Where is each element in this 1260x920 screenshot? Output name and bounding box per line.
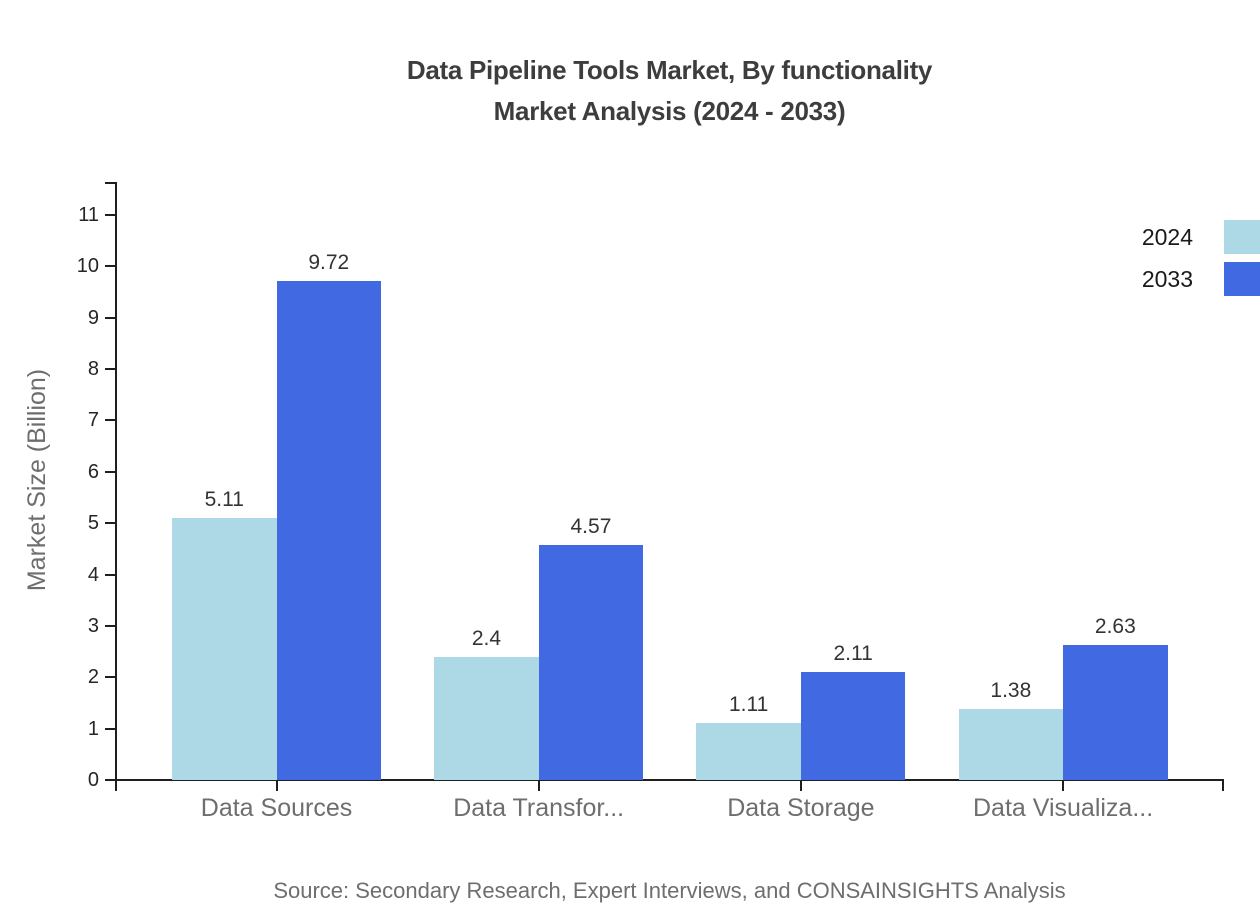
bar-2024-2 <box>696 722 801 780</box>
y-axis-tick <box>105 316 115 319</box>
bar-value-label: 9.72 <box>308 250 350 274</box>
y-axis-tick <box>105 368 115 371</box>
y-axis-tick <box>105 419 115 422</box>
bar-2033-2 <box>800 671 906 780</box>
chart-title-line1: Data Pipeline Tools Market, By functiona… <box>406 55 933 85</box>
y-axis-tick <box>105 470 115 473</box>
bar-2024-3 <box>958 709 1064 780</box>
x-category-label: Data Storage <box>727 794 875 822</box>
bar-value-label: 1.38 <box>990 679 1032 703</box>
y-axis-tick-label: 1 <box>87 717 99 740</box>
y-axis-tick <box>105 214 115 217</box>
bar-value-label: 2.11 <box>833 641 873 665</box>
y-axis-tick <box>105 676 115 679</box>
y-axis-tick <box>105 727 115 730</box>
y-axis-tick <box>105 779 115 781</box>
bar-value-label: 5.11 <box>204 487 244 511</box>
bar-value-label: 4.57 <box>570 515 612 539</box>
x-axis-tick <box>275 779 278 791</box>
x-axis-tick <box>537 779 540 791</box>
x-category-label: Data Transfor... <box>453 794 625 822</box>
y-axis-end-tick <box>105 182 115 184</box>
x-category-label: Data Visualiza... <box>972 794 1154 822</box>
y-axis-tick-label: 11 <box>78 204 99 227</box>
bar-2024-1 <box>434 656 539 780</box>
bar-2033-1 <box>538 545 644 780</box>
bar-value-label: 2.4 <box>471 626 502 650</box>
x-category-label: Data Sources <box>200 794 353 822</box>
x-axis-tick <box>799 779 802 791</box>
y-axis-tick <box>105 522 115 525</box>
y-axis-tick <box>105 265 115 268</box>
x-axis-tick <box>1062 779 1065 791</box>
y-axis-tick-label: 10 <box>76 255 99 278</box>
chart-title-line2: Market Analysis (2024 - 2033) <box>493 96 846 126</box>
y-axis-line <box>115 182 117 781</box>
x-axis-end-tick <box>1222 779 1224 791</box>
y-axis-tick-label: 5 <box>87 512 99 535</box>
legend-label-2024: 2024 <box>1141 224 1193 250</box>
y-axis-tick <box>105 573 115 576</box>
legend-swatch-2033 <box>1224 262 1260 296</box>
bar-value-label: 2.63 <box>1094 614 1136 638</box>
legend-label-2033: 2033 <box>1141 266 1193 292</box>
y-axis-tick-label: 6 <box>87 460 99 483</box>
source-note: Source: Secondary Research, Expert Inter… <box>273 878 1066 903</box>
y-axis-tick-label: 8 <box>87 358 99 381</box>
legend-swatch-2024 <box>1224 220 1260 254</box>
y-axis-tick <box>105 624 115 627</box>
bar-2033-0 <box>276 280 381 780</box>
y-axis-tick-label: 2 <box>87 666 99 689</box>
bar-2024-0 <box>172 517 277 780</box>
chart-title: Data Pipeline Tools Market, By functiona… <box>117 50 1222 132</box>
x-axis-line <box>115 779 1224 781</box>
y-axis-tick-label: 3 <box>87 614 99 637</box>
y-axis-tick-label: 7 <box>87 409 99 432</box>
bar-2033-3 <box>1063 644 1168 780</box>
y-axis-tick-label: 0 <box>87 769 99 791</box>
x-axis-end-tick <box>115 779 117 791</box>
y-axis-tick-label: 9 <box>87 306 99 329</box>
y-axis-tick-label: 4 <box>87 563 99 586</box>
bar-value-label: 1.11 <box>728 692 769 716</box>
